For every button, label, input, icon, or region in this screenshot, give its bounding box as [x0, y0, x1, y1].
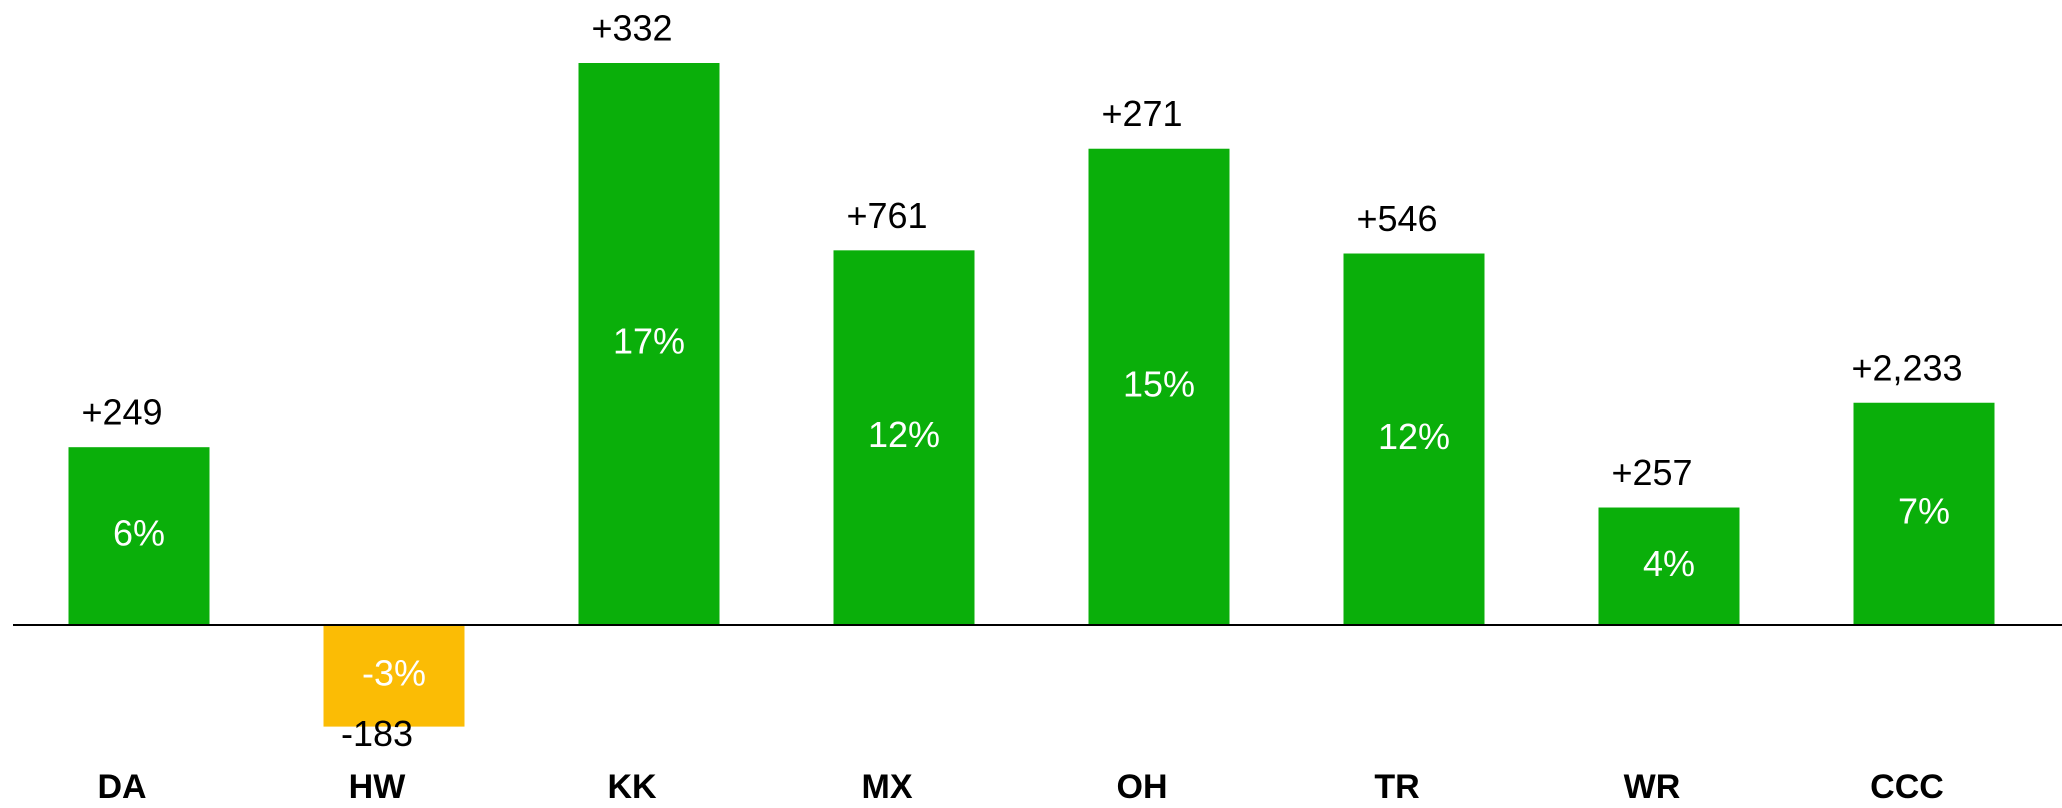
- x-tick-label: KK: [607, 768, 657, 806]
- bar: [1343, 253, 1485, 625]
- bar-value-label: -3%: [362, 652, 426, 693]
- x-tick-label: WR: [1624, 768, 1681, 806]
- bar-annotation: +271: [1101, 93, 1182, 134]
- bar: [68, 447, 210, 625]
- x-tick-label: HW: [349, 768, 407, 806]
- x-tick-label: MX: [862, 768, 913, 806]
- bar-value-label: 6%: [113, 513, 165, 554]
- bar-value-label: 7%: [1898, 490, 1950, 531]
- bar-annotation: +761: [846, 195, 927, 236]
- x-tick-label: TR: [1374, 768, 1419, 806]
- bar-annotation: -183: [341, 713, 413, 754]
- bar-annotation: +249: [81, 392, 162, 433]
- bar-value-label: 12%: [1378, 416, 1450, 457]
- x-tick-label: CCC: [1870, 768, 1944, 806]
- bar: [1598, 507, 1740, 625]
- bar: [1853, 402, 1995, 625]
- bar-value-label: 4%: [1643, 543, 1695, 584]
- bar-annotation: +546: [1356, 198, 1437, 239]
- bar-annotation: +2,233: [1851, 347, 1962, 388]
- bar: [1088, 148, 1230, 625]
- bar: [833, 250, 975, 626]
- bar: [323, 625, 465, 727]
- bar-value-label: 12%: [868, 414, 940, 455]
- bar-annotation: +257: [1611, 452, 1692, 493]
- x-tick-label: DA: [97, 768, 146, 806]
- x-tick-label: OH: [1117, 768, 1168, 806]
- bar-value-label: 17%: [613, 321, 685, 362]
- bar-value-label: 15%: [1123, 363, 1195, 404]
- bar-annotation: +332: [591, 8, 672, 49]
- bar: [578, 63, 720, 625]
